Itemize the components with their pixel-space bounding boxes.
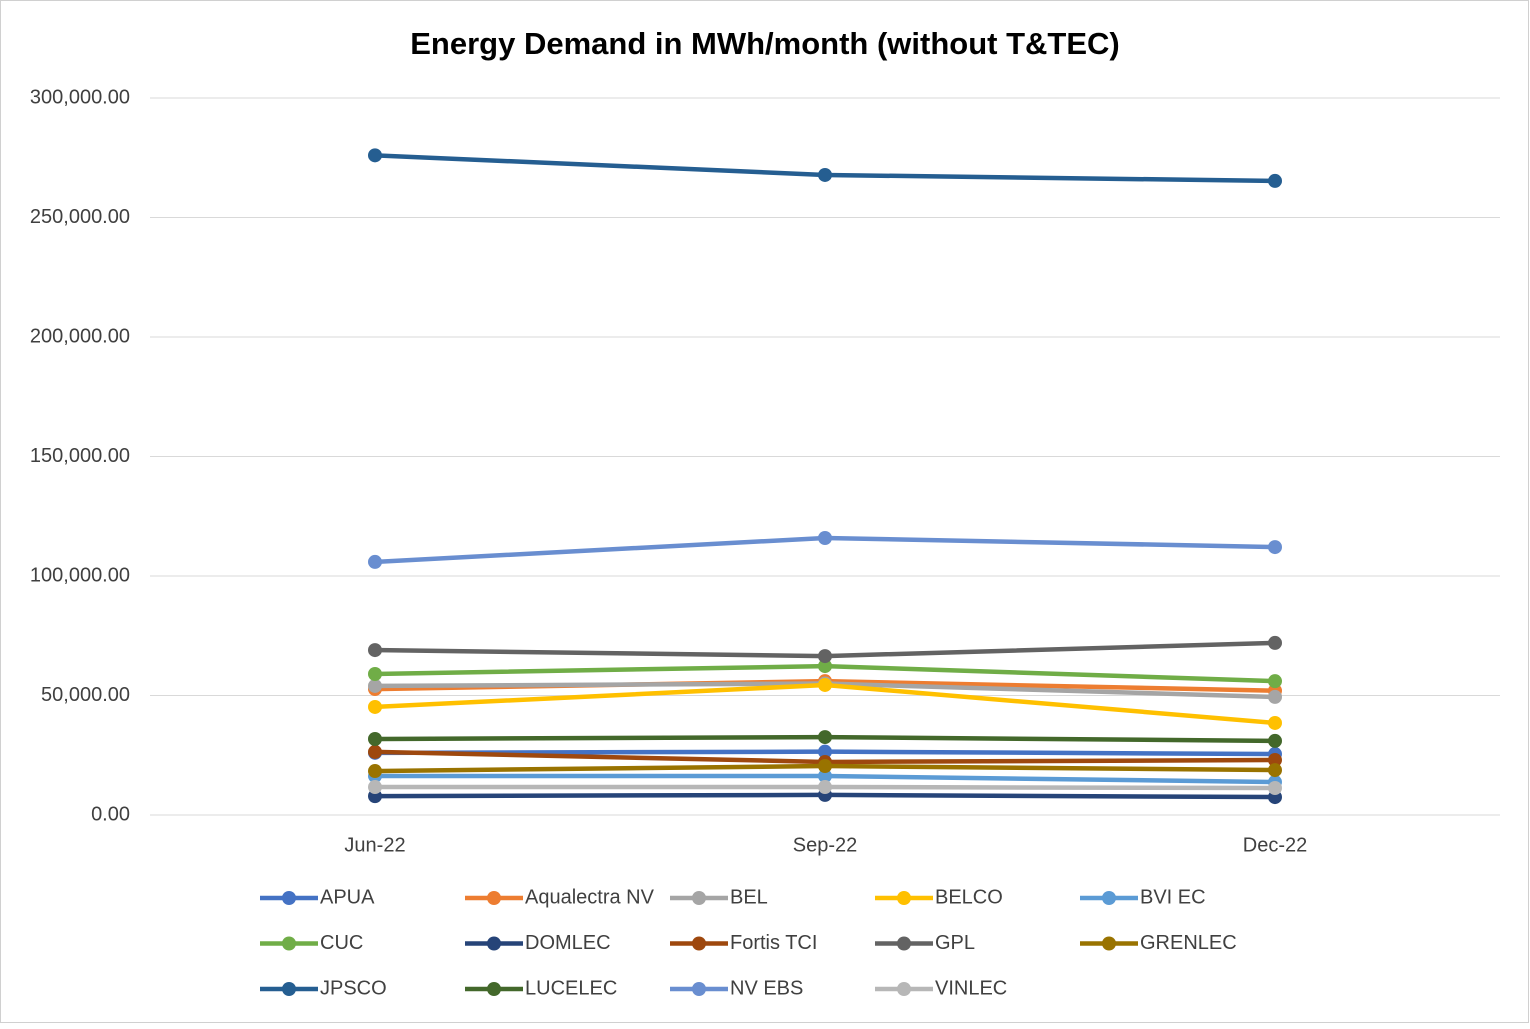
legend-marker — [897, 891, 911, 905]
legend-marker — [487, 982, 501, 996]
legend-label: GRENLEC — [1140, 932, 1237, 954]
data-point — [818, 759, 832, 774]
legend-label: JPSCO — [320, 977, 387, 999]
data-point — [818, 730, 832, 745]
data-point — [368, 148, 382, 163]
legend-marker — [282, 982, 296, 996]
x-tick-label: Sep-22 — [793, 834, 858, 856]
legend-marker — [897, 936, 911, 951]
data-point — [1268, 635, 1282, 650]
data-point — [1268, 780, 1282, 795]
y-tick-label: 100,000.00 — [30, 564, 130, 586]
x-tick-label: Dec-22 — [1243, 834, 1307, 856]
data-point — [818, 677, 832, 692]
data-point — [1268, 689, 1282, 704]
legend-label: LUCELEC — [525, 977, 617, 999]
data-point — [1268, 674, 1282, 689]
data-point — [818, 649, 832, 664]
legend-marker — [282, 936, 296, 951]
data-point — [818, 780, 832, 795]
data-point — [368, 666, 382, 681]
legend-marker — [692, 936, 706, 951]
data-point — [368, 780, 382, 795]
legend-label: GPL — [935, 932, 975, 954]
data-point — [368, 699, 382, 714]
legend-label: DOMLEC — [525, 932, 611, 954]
data-point — [368, 744, 382, 759]
data-point — [368, 554, 382, 569]
legend-marker — [897, 982, 911, 996]
legend-label: CUC — [320, 932, 363, 954]
data-point — [818, 659, 832, 674]
legend-label: APUA — [320, 886, 375, 908]
data-point — [1268, 173, 1282, 188]
legend-marker — [282, 891, 296, 905]
data-point — [368, 678, 382, 693]
legend-label: VINLEC — [935, 977, 1007, 999]
data-point — [368, 731, 382, 746]
data-point — [818, 769, 832, 784]
y-tick-label: 0.00 — [91, 803, 130, 825]
y-tick-label: 50,000.00 — [41, 684, 130, 706]
x-tick-label: Jun-22 — [344, 834, 405, 856]
legend-label: BEL — [730, 886, 768, 908]
data-point — [1268, 715, 1282, 730]
legend-label: NV EBS — [730, 977, 803, 999]
data-point — [818, 744, 832, 759]
legend-marker — [487, 936, 501, 951]
legend-marker — [1102, 891, 1116, 905]
y-tick-label: 300,000.00 — [30, 86, 130, 108]
data-point — [368, 764, 382, 779]
data-point — [1268, 753, 1282, 768]
chart-title: Energy Demand in MWh/month (without T&TE… — [410, 26, 1120, 61]
legend-marker — [1102, 936, 1116, 951]
legend-marker — [692, 982, 706, 996]
data-point — [818, 167, 832, 182]
legend-marker — [487, 891, 501, 905]
legend-label: Aqualectra NV — [525, 886, 655, 908]
data-point — [1268, 733, 1282, 748]
legend-marker — [692, 891, 706, 905]
legend-label: Fortis TCI — [730, 932, 817, 954]
y-tick-label: 150,000.00 — [30, 445, 130, 467]
legend-label: BVI EC — [1140, 886, 1206, 908]
data-point — [368, 643, 382, 658]
legend-label: BELCO — [935, 886, 1003, 908]
data-point — [818, 530, 832, 545]
data-point — [1268, 763, 1282, 778]
data-point — [1268, 540, 1282, 555]
y-tick-label: 200,000.00 — [30, 325, 130, 347]
y-tick-label: 250,000.00 — [30, 206, 130, 228]
